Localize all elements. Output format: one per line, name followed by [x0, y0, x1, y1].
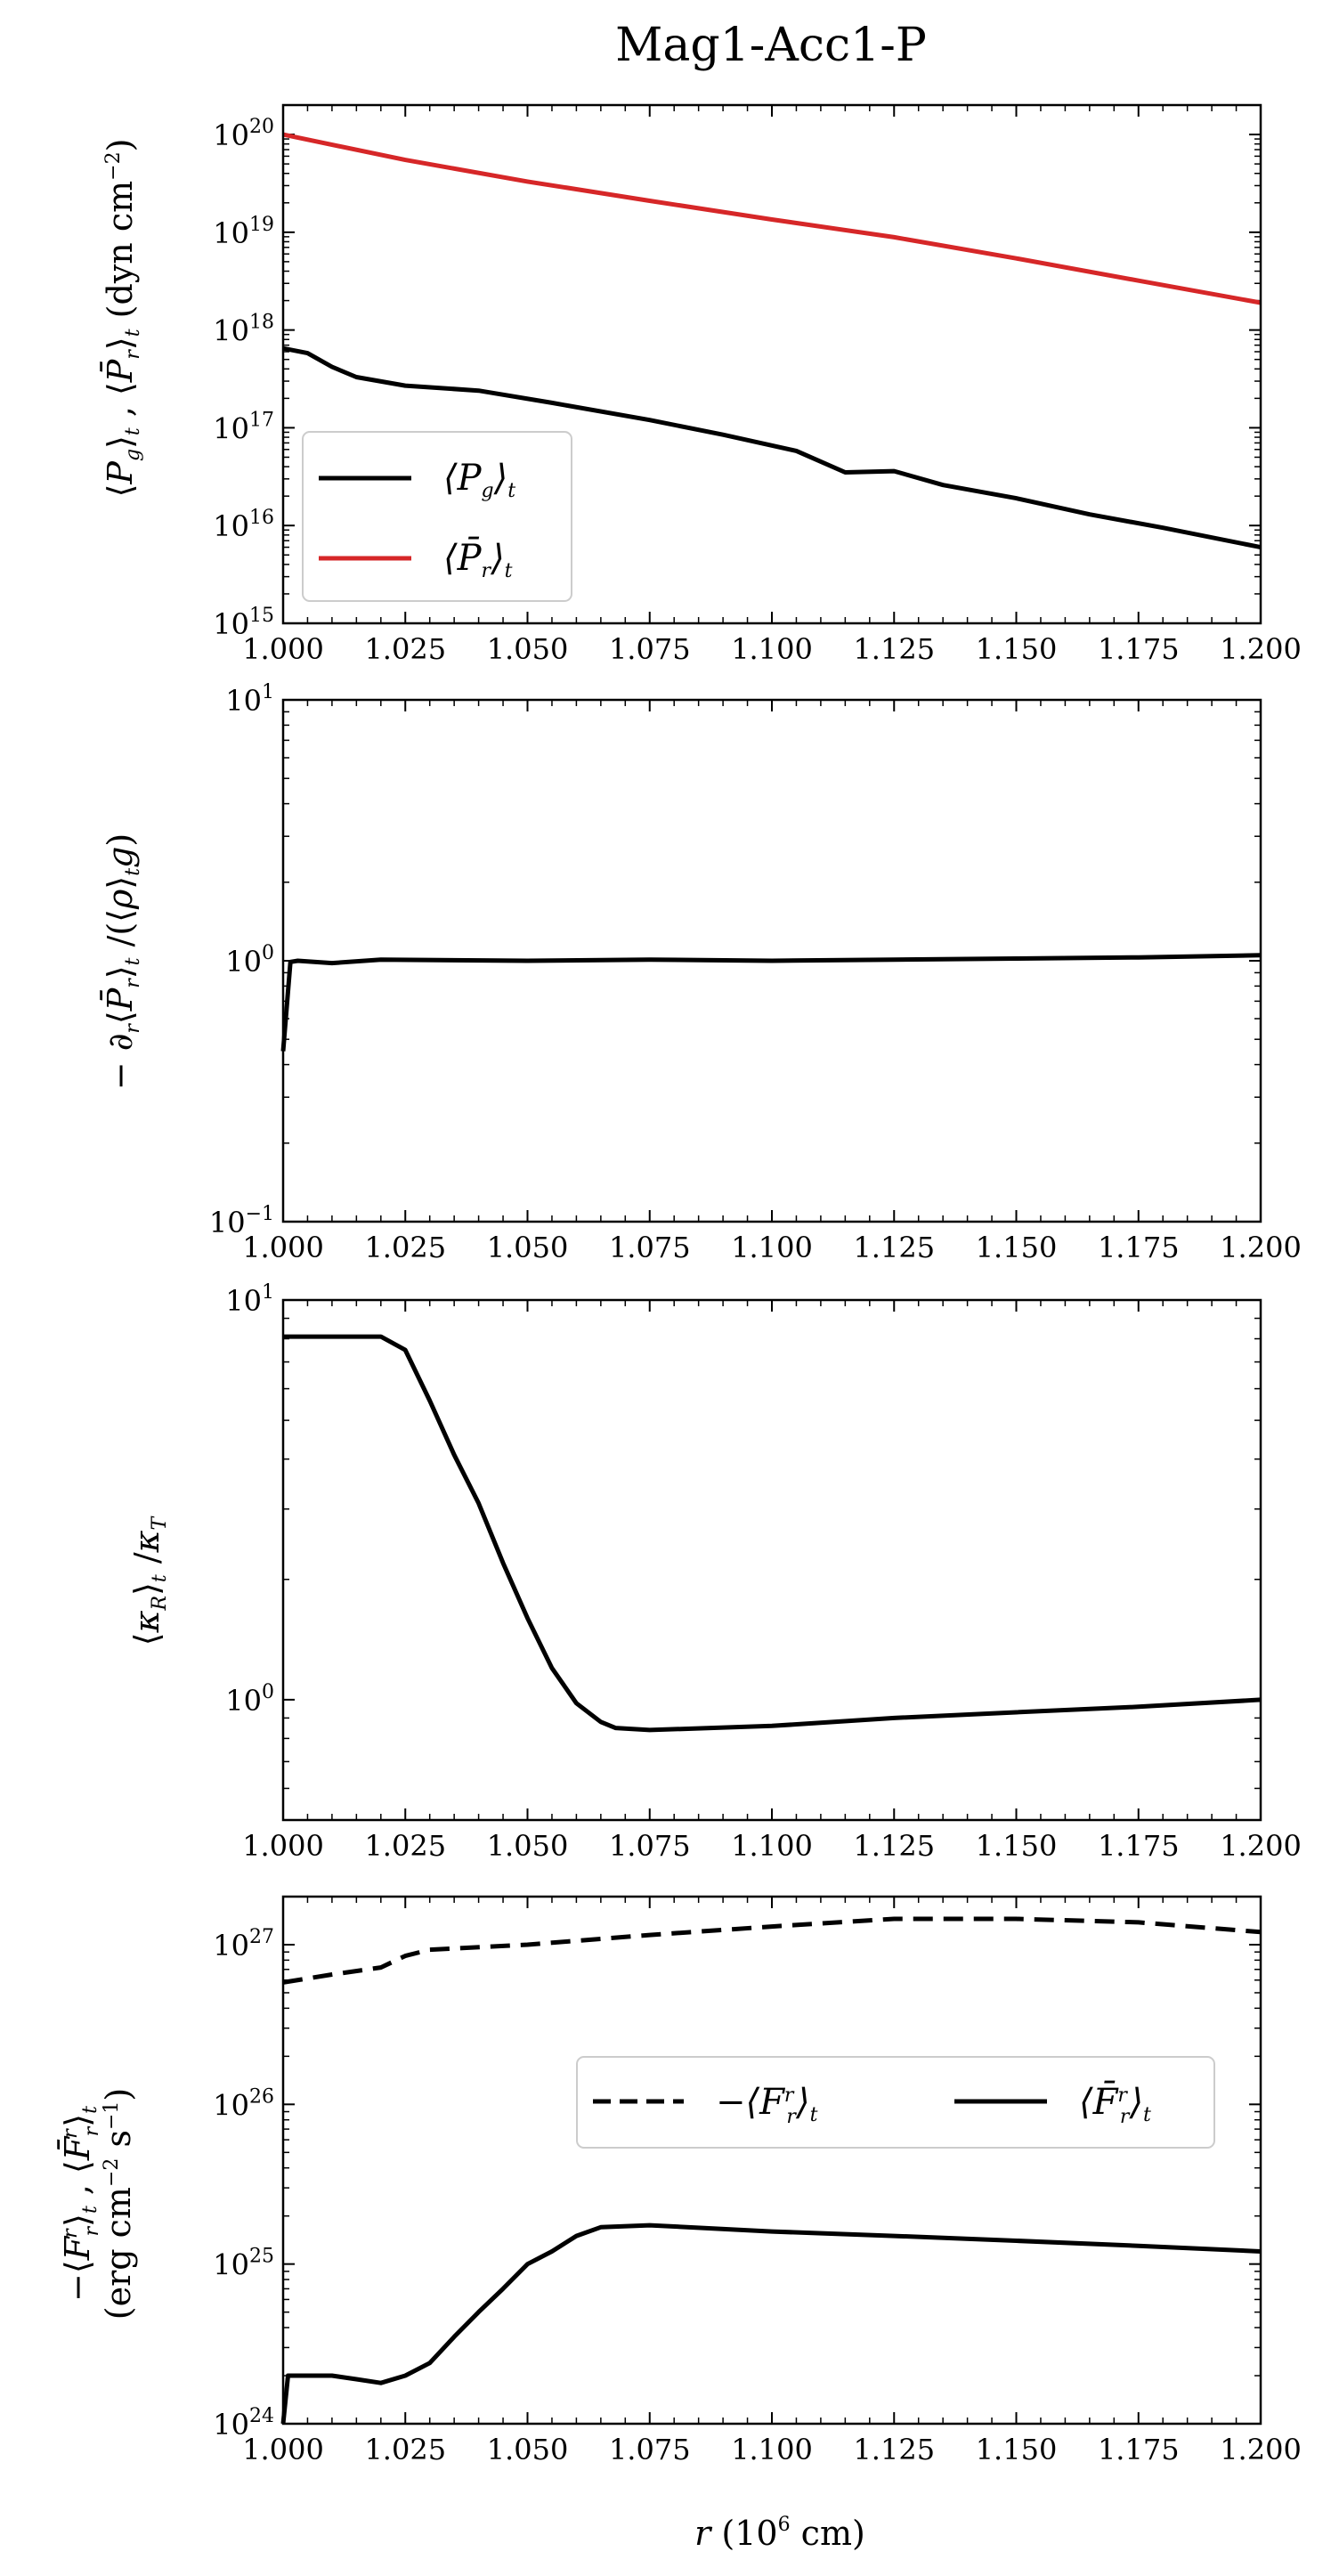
series-line-3-1	[280, 2223, 1262, 2425]
y-tick-label: 1018	[213, 312, 274, 348]
x-tick-label: 1.175	[1098, 1829, 1180, 1863]
x-tick-label: 1.125	[853, 2433, 935, 2466]
xlabel: r (106 cm)	[694, 2514, 865, 2553]
y-tick-label: 1016	[213, 507, 274, 543]
y-tick-label: 101	[225, 681, 274, 718]
x-tick-label: 1.075	[609, 2433, 691, 2466]
axes-frame	[281, 698, 1262, 1223]
axes-frame	[281, 103, 1262, 625]
x-tick-label: 1.175	[1098, 1231, 1180, 1264]
x-tick-label: 1.200	[1220, 1231, 1302, 1264]
x-tick-label: 1.125	[853, 1829, 935, 1863]
y-tick-label: 1020	[213, 116, 274, 152]
x-tick-label: 1.150	[976, 1231, 1058, 1264]
x-tick-label: 1.075	[609, 1829, 691, 1863]
x-tick-label: 1.000	[242, 1829, 324, 1863]
y-tick-label: 1027	[213, 1926, 274, 1962]
series-line-2-0	[283, 1334, 1262, 1733]
y-tick-label: 1017	[213, 409, 274, 445]
x-tick-label: 1.125	[853, 632, 935, 666]
x-tick-label: 1.175	[1098, 2433, 1180, 2466]
panel-pressure-gradient-ratio: 10−1 100 101 1.000 1.025 1.050 1.075 1.100 1.125…	[209, 681, 1302, 1264]
panel-opacity-ratio: 100 101 1.000 1.025 1.050 1.075 1.100 1.125 1.15…	[225, 1281, 1302, 1863]
ylabel-panel-1: ⟨Pg⟩t , ⟨P̄r⟩t (dyn cm−2)	[101, 139, 144, 498]
panel-pressure: 1015 1016 1017 1018 1019 1020 1.000 1.025 1.050 1…	[213, 103, 1302, 666]
x-tick-label: 1.175	[1098, 632, 1180, 666]
x-tick-label: 1.000	[242, 1231, 324, 1264]
ylabel-panel-3: ⟨κR⟩t /κT	[127, 1515, 171, 1646]
x-tick-label: 1.075	[609, 1231, 691, 1264]
y-tick-label: 1025	[213, 2246, 274, 2282]
x-tick-label: 1.200	[1220, 632, 1302, 666]
ylabel-panel-2: − ∂r⟨P̄r⟩t /(⟨ρ⟩tg)	[101, 833, 144, 1090]
axes-frame	[281, 1298, 1262, 1822]
x-tick-label: 1.150	[976, 1829, 1058, 1863]
legend-label-pg: ⟨Pg⟩t	[443, 458, 515, 502]
x-tick-label: 1.100	[731, 1829, 813, 1863]
x-tick-label: 1.000	[242, 2433, 324, 2466]
x-tick-label: 1.100	[731, 2433, 813, 2466]
x-tick-label: 1.100	[731, 632, 813, 666]
axes-frame	[281, 1895, 1262, 2426]
y-tick-label: 1019	[213, 214, 274, 250]
legend-label-flux-neg: −⟨Fr r⟩t	[716, 2082, 818, 2128]
y-tick-label: 1024	[213, 2405, 274, 2442]
ylabel-panel-4-line1: −⟨Frr⟩t , ⟨F̄rr⟩t	[58, 2106, 103, 2302]
x-tick-label: 1.025	[364, 1829, 446, 1863]
x-tick-label: 1.000	[242, 632, 324, 666]
y-tick-label: 100	[225, 942, 274, 979]
x-tick-label: 1.150	[976, 2433, 1058, 2466]
series-line-0-1	[282, 132, 1262, 305]
y-tick-label: 101	[225, 1281, 274, 1318]
x-tick-label: 1.125	[853, 1231, 935, 1264]
y-tick-label: 10−1	[209, 1203, 274, 1239]
x-tick-label: 1.025	[364, 1231, 446, 1264]
x-tick-label: 1.200	[1220, 2433, 1302, 2466]
legend-label-pr: ⟨P̄r⟩t	[443, 537, 513, 582]
x-tick-label: 1.150	[976, 632, 1058, 666]
figure-title: Mag1-Acc1-P	[615, 19, 927, 72]
legend-panel-1: ⟨Pg⟩t ⟨P̄r⟩t	[302, 431, 572, 602]
series-line-1-0	[280, 953, 1262, 1052]
series-line-3-0	[282, 1916, 1262, 1985]
y-tick-label: 1015	[213, 605, 274, 641]
x-tick-label: 1.050	[487, 1231, 569, 1264]
panel-radiative-flux: 1024 1025 1026 1027 1.000 1.025 1.050 1.075 1.10…	[213, 1895, 1302, 2466]
x-tick-label: 1.025	[364, 632, 446, 666]
ylabel-panel-4-line2: (erg cm−2 s−1)	[99, 2088, 138, 2320]
x-tick-label: 1.200	[1220, 1829, 1302, 1863]
x-tick-label: 1.025	[364, 2433, 446, 2466]
y-tick-label: 1026	[213, 2085, 274, 2122]
legend-label-flux-mean: ⟨F̄r r⟩t	[1079, 2081, 1151, 2128]
x-tick-label: 1.050	[487, 1829, 569, 1863]
y-tick-label: 100	[225, 1681, 274, 1718]
x-tick-label: 1.050	[487, 2433, 569, 2466]
legend-panel-4: −⟨Fr r⟩t ⟨F̄r r⟩t	[576, 2056, 1215, 2149]
x-tick-label: 1.075	[609, 632, 691, 666]
x-tick-label: 1.050	[487, 632, 569, 666]
series-line-0-0	[282, 345, 1262, 550]
x-tick-label: 1.100	[731, 1231, 813, 1264]
